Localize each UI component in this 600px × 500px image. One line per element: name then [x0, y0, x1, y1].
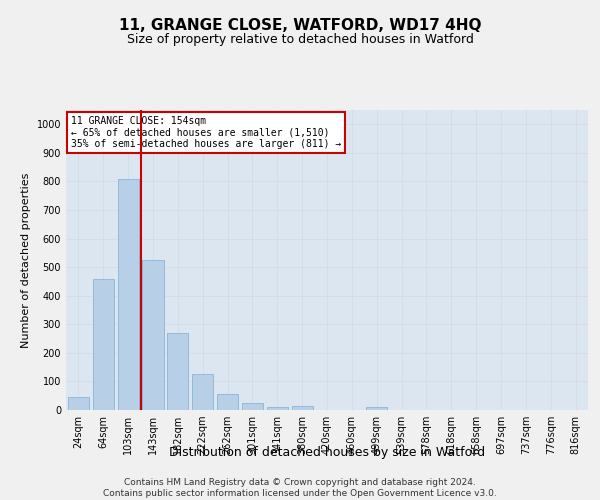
Y-axis label: Number of detached properties: Number of detached properties	[21, 172, 31, 348]
Bar	[93, 278, 114, 410]
Text: Size of property relative to detached houses in Watford: Size of property relative to detached ho…	[127, 32, 473, 46]
Bar	[118, 178, 139, 410]
Bar	[192, 374, 213, 410]
Bar	[217, 394, 238, 410]
Bar	[366, 407, 387, 410]
Bar	[242, 403, 263, 410]
Bar	[68, 397, 89, 410]
Bar	[142, 260, 164, 410]
Text: Distribution of detached houses by size in Watford: Distribution of detached houses by size …	[169, 446, 485, 459]
Bar	[292, 406, 313, 410]
Bar	[167, 333, 188, 410]
Text: 11 GRANGE CLOSE: 154sqm
← 65% of detached houses are smaller (1,510)
35% of semi: 11 GRANGE CLOSE: 154sqm ← 65% of detache…	[71, 116, 341, 149]
Bar	[267, 407, 288, 410]
Text: 11, GRANGE CLOSE, WATFORD, WD17 4HQ: 11, GRANGE CLOSE, WATFORD, WD17 4HQ	[119, 18, 481, 32]
Text: Contains HM Land Registry data © Crown copyright and database right 2024.
Contai: Contains HM Land Registry data © Crown c…	[103, 478, 497, 498]
